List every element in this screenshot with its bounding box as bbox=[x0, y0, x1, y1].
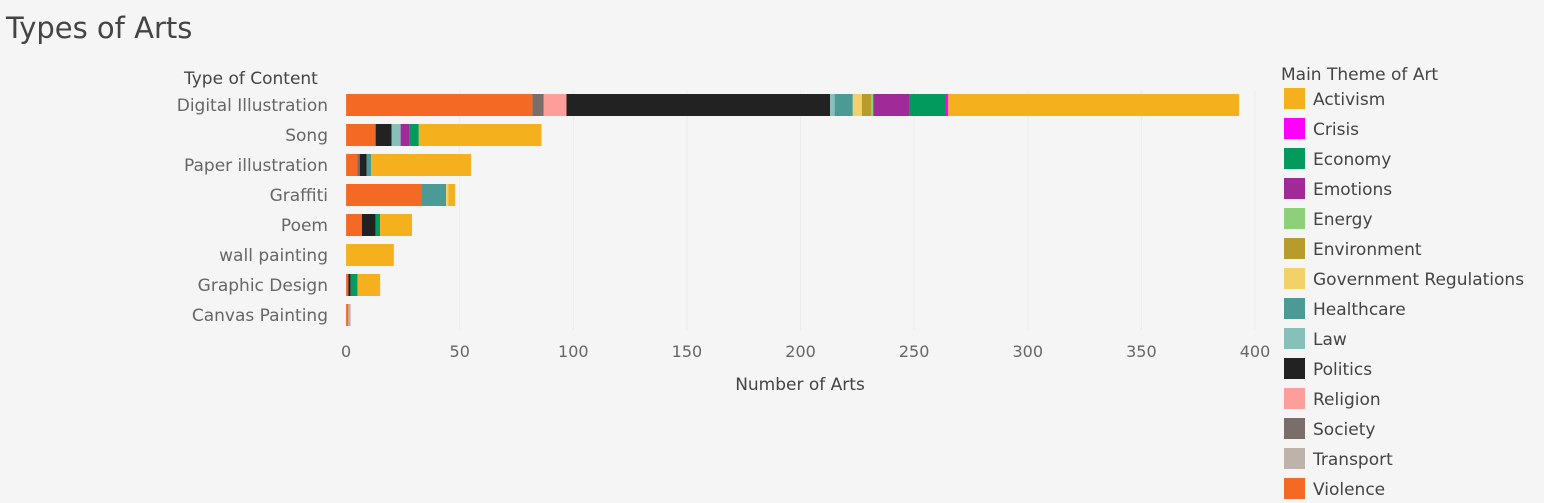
bar-segment bbox=[380, 214, 412, 236]
bar-segment bbox=[357, 274, 381, 296]
bar-segment bbox=[359, 154, 367, 176]
legend-label: Society bbox=[1313, 420, 1375, 440]
legend-swatch bbox=[1284, 118, 1305, 139]
bar-segment bbox=[346, 124, 376, 146]
bar-segment bbox=[348, 274, 351, 296]
x-tick-label: 150 bbox=[672, 342, 703, 361]
y-tick-label: wall painting bbox=[219, 246, 328, 266]
bar-segment bbox=[418, 124, 542, 146]
bar-segment bbox=[371, 154, 472, 176]
bar-segment bbox=[830, 94, 835, 116]
legend-label: Environment bbox=[1313, 240, 1422, 260]
bar-segment bbox=[375, 124, 392, 146]
legend-swatch bbox=[1284, 448, 1305, 469]
x-tick-label: 200 bbox=[785, 342, 816, 361]
x-axis-title: Number of Arts bbox=[735, 375, 865, 395]
bar-segment bbox=[350, 274, 358, 296]
legend-swatch bbox=[1284, 88, 1305, 109]
bar-segment bbox=[448, 184, 456, 206]
x-tick-label: 400 bbox=[1240, 342, 1271, 361]
legend-title: Main Theme of Art bbox=[1281, 65, 1438, 85]
y-tick-label: Song bbox=[285, 126, 328, 146]
x-tick-label: 300 bbox=[1012, 342, 1043, 361]
bar-segment bbox=[346, 154, 358, 176]
legend-label: Energy bbox=[1313, 210, 1373, 230]
x-axis-ticks: 0 50 100 150 200 250 300 350 400 bbox=[341, 342, 1270, 361]
bar-segment bbox=[870, 94, 874, 116]
legend-label: Politics bbox=[1313, 360, 1372, 380]
legend-label: Law bbox=[1313, 330, 1347, 350]
y-tick-label: Graffiti bbox=[270, 186, 328, 206]
bar-segment bbox=[348, 304, 351, 326]
legend-swatch bbox=[1284, 358, 1305, 379]
bar-segment bbox=[357, 154, 360, 176]
bar-segment bbox=[400, 124, 410, 146]
legend-label: Healthcare bbox=[1313, 300, 1406, 320]
legend-label: Emotions bbox=[1313, 180, 1392, 200]
bar-segment bbox=[873, 94, 910, 116]
bar-segment bbox=[346, 244, 394, 266]
bar-segment bbox=[861, 94, 871, 116]
y-tick-label: Poem bbox=[281, 216, 328, 236]
y-axis-title: Type of Content bbox=[183, 69, 318, 89]
chart-title: Types of Arts bbox=[5, 11, 192, 45]
legend-label: Economy bbox=[1313, 150, 1391, 170]
bar-segment bbox=[346, 94, 533, 116]
legend: Main Theme of Art Activism Crisis Economy E… bbox=[1281, 65, 1524, 500]
y-tick-label: Digital Illustration bbox=[177, 96, 328, 116]
bar-segment bbox=[543, 94, 567, 116]
y-tick-label: Paper illustration bbox=[184, 156, 328, 176]
grid bbox=[459, 90, 1256, 330]
bars bbox=[346, 94, 1240, 326]
legend-swatch bbox=[1284, 268, 1305, 289]
legend-label: Violence bbox=[1313, 480, 1385, 500]
legend-swatch bbox=[1284, 478, 1305, 499]
legend-swatch bbox=[1284, 388, 1305, 409]
legend-label: Crisis bbox=[1313, 120, 1359, 140]
bar-segment bbox=[361, 214, 376, 236]
x-tick-label: 350 bbox=[1126, 342, 1157, 361]
bar-segment bbox=[346, 304, 349, 326]
bar-segment bbox=[532, 94, 544, 116]
y-axis-ticks: Digital Illustration Song Paper illustrati… bbox=[177, 96, 328, 326]
bar-segment bbox=[446, 184, 449, 206]
bar-segment bbox=[421, 184, 447, 206]
x-tick-label: 0 bbox=[341, 342, 351, 361]
bar-segment bbox=[948, 94, 1240, 116]
legend-label: Government Regulations bbox=[1313, 270, 1524, 290]
x-tick-label: 100 bbox=[558, 342, 589, 361]
legend-swatch bbox=[1284, 208, 1305, 229]
bar-segment bbox=[834, 94, 853, 116]
bar-segment bbox=[346, 184, 422, 206]
legend-swatch bbox=[1284, 328, 1305, 349]
legend-swatch bbox=[1284, 298, 1305, 319]
bar-segment bbox=[566, 94, 831, 116]
bar-segment bbox=[346, 274, 349, 296]
legend-label: Religion bbox=[1313, 390, 1381, 410]
legend-swatch bbox=[1284, 418, 1305, 439]
x-tick-label: 50 bbox=[450, 342, 470, 361]
legend-swatch bbox=[1284, 238, 1305, 259]
legend-label: Transport bbox=[1312, 450, 1393, 470]
bar-segment bbox=[945, 94, 949, 116]
y-tick-label: Graphic Design bbox=[198, 276, 328, 296]
bar-segment bbox=[375, 214, 381, 236]
bar-segment bbox=[409, 124, 419, 146]
legend-label: Activism bbox=[1313, 90, 1385, 110]
bar-segment bbox=[346, 214, 362, 236]
legend-swatch bbox=[1284, 178, 1305, 199]
bar-segment bbox=[909, 94, 946, 116]
y-tick-label: Canvas Painting bbox=[192, 306, 328, 326]
bar-segment bbox=[852, 94, 862, 116]
bar-segment bbox=[391, 124, 401, 146]
bar-segment bbox=[366, 154, 372, 176]
legend-swatch bbox=[1284, 148, 1305, 169]
x-tick-label: 250 bbox=[899, 342, 930, 361]
